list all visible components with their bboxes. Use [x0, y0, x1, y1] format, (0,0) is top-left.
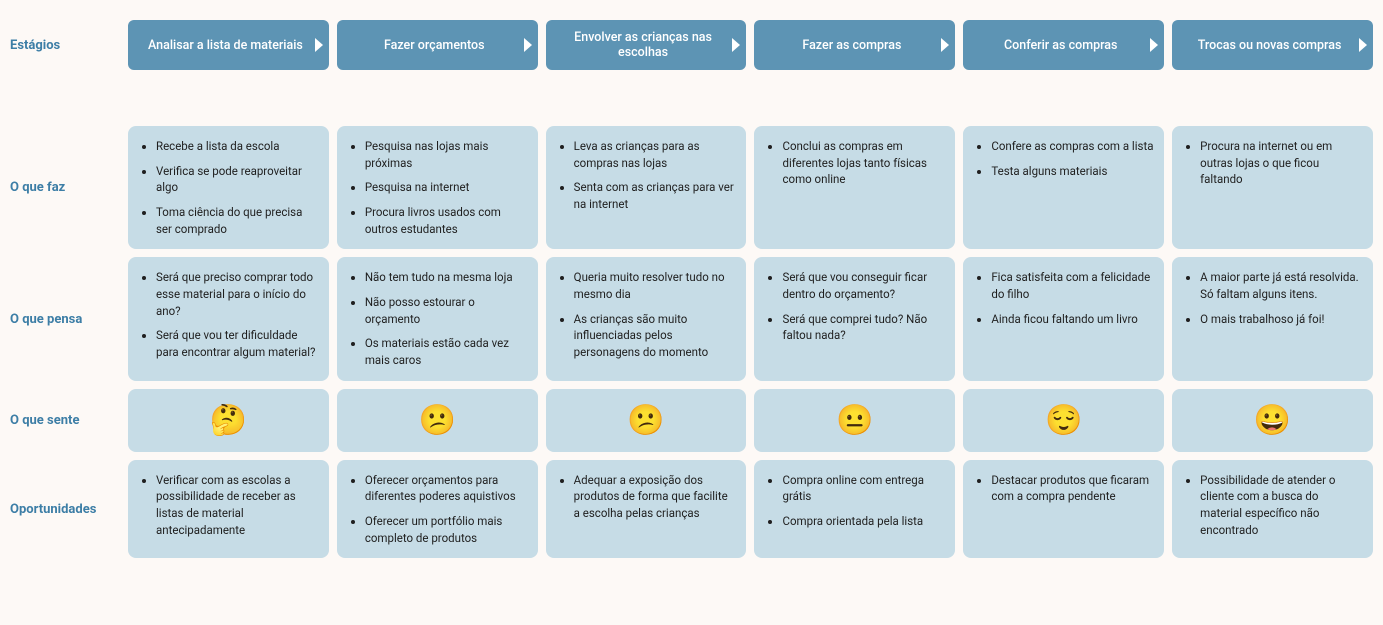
list-item: Conclui as compras em diferentes lojas t…	[782, 138, 945, 188]
stage-title: Trocas ou novas compras	[1198, 38, 1342, 53]
thinks-cell-4: Fica satisfeita com a felicidade do filh…	[963, 257, 1164, 380]
chevron-right-icon	[941, 38, 949, 52]
list-item: Destacar produtos que ficaram com a comp…	[991, 472, 1154, 505]
row-label-does: O que faz	[10, 126, 120, 249]
does-cell-4: Confere as compras com a lista Testa algu…	[963, 126, 1164, 249]
list-item: Testa alguns materiais	[991, 163, 1154, 180]
feels-cell-3: 😐	[754, 389, 955, 452]
opps-cell-2: Adequar a exposição dos produtos de form…	[546, 460, 747, 559]
list-item: Toma ciência do que precisa ser comprado	[156, 204, 319, 237]
does-cell-2: Leva as crianças para as compras nas loj…	[546, 126, 747, 249]
list-item: Confere as compras com a lista	[991, 138, 1154, 155]
list-item: Queria muito resolver tudo no mesmo dia	[574, 269, 737, 302]
does-cell-3: Conclui as compras em diferentes lojas t…	[754, 126, 955, 249]
stage-title: Fazer as compras	[802, 38, 901, 53]
list-item: Verificar com as escolas a possibilidade…	[156, 472, 319, 539]
chevron-right-icon	[1150, 38, 1158, 52]
stage-title: Conferir as compras	[1004, 38, 1117, 53]
opps-cell-4: Destacar produtos que ficaram com a comp…	[963, 460, 1164, 559]
list-item: Procura livros usados com outros estudan…	[365, 204, 528, 237]
journey-map: Estágios Analisar a lista de materiais F…	[10, 20, 1373, 558]
stage-header-2: Envolver as crianças nas escolhas	[546, 20, 747, 70]
thinks-cell-3: Será que vou conseguir ficar dentro do o…	[754, 257, 955, 380]
list-item: Os materiais estão cada vez mais caros	[365, 335, 528, 368]
thinks-cell-1: Não tem tudo na mesma loja Não posso esto…	[337, 257, 538, 380]
list-item: Compra orientada pela lista	[782, 513, 945, 530]
list-item: Pesquisa nas lojas mais próximas	[365, 138, 528, 171]
thinks-cell-5: A maior parte já está resolvida. Só falt…	[1172, 257, 1373, 380]
list-item: Pesquisa na internet	[365, 179, 528, 196]
list-item: Será que vou conseguir ficar dentro do o…	[782, 269, 945, 302]
list-item: Possibilidade de atender o cliente com a…	[1200, 472, 1363, 539]
list-item: Compra online com entrega grátis	[782, 472, 945, 505]
stage-header-1: Fazer orçamentos	[337, 20, 538, 70]
list-item: Leva as crianças para as compras nas loj…	[574, 138, 737, 171]
stage-header-4: Conferir as compras	[963, 20, 1164, 70]
stage-title: Analisar a lista de materiais	[148, 38, 303, 53]
does-cell-1: Pesquisa nas lojas mais próximas Pesquisa…	[337, 126, 538, 249]
stage-header-3: Fazer as compras	[754, 20, 955, 70]
list-item: O mais trabalhoso já foi!	[1200, 311, 1363, 328]
chevron-right-icon	[315, 38, 323, 52]
emoji-icon: 🤔	[210, 403, 247, 438]
feels-cell-2: 😕	[546, 389, 747, 452]
list-item: Senta com as crianças para ver na intern…	[574, 179, 737, 212]
does-cell-0: Recebe a lista da escola Verifica se pode…	[128, 126, 329, 249]
list-item: Não tem tudo na mesma loja	[365, 269, 528, 286]
list-item: Oferecer orçamentos para diferentes pode…	[365, 472, 528, 505]
opps-cell-1: Oferecer orçamentos para diferentes pode…	[337, 460, 538, 559]
list-item: Adequar a exposição dos produtos de form…	[574, 472, 737, 522]
list-item: Oferecer um portfólio mais completo de p…	[365, 513, 528, 546]
emoji-icon: 😀	[1254, 403, 1291, 438]
feels-cell-1: 😕	[337, 389, 538, 452]
chevron-right-icon	[1359, 38, 1367, 52]
feels-cell-5: 😀	[1172, 389, 1373, 452]
row-label-stages: Estágios	[10, 20, 120, 70]
list-item: Recebe a lista da escola	[156, 138, 319, 155]
feels-cell-0: 🤔	[128, 389, 329, 452]
list-item: Será que vou ter dificuldade para encont…	[156, 327, 319, 360]
stage-title: Fazer orçamentos	[384, 38, 485, 53]
list-item: Verifica se pode reaproveitar algo	[156, 163, 319, 196]
list-item: A maior parte já está resolvida. Só falt…	[1200, 269, 1363, 302]
stage-header-5: Trocas ou novas compras	[1172, 20, 1373, 70]
list-item: Será que preciso comprar todo esse mater…	[156, 269, 319, 319]
thinks-cell-0: Será que preciso comprar todo esse mater…	[128, 257, 329, 380]
row-label-thinks: O que pensa	[10, 257, 120, 380]
list-item: Não posso estourar o orçamento	[365, 294, 528, 327]
opps-cell-3: Compra online com entrega grátis Compra o…	[754, 460, 955, 559]
chevron-right-icon	[524, 38, 532, 52]
chevron-right-icon	[732, 38, 740, 52]
emoji-icon: 😕	[419, 403, 456, 438]
row-label-opps: Oportunidades	[10, 460, 120, 559]
emoji-icon: 😌	[1045, 403, 1082, 438]
list-item: Será que comprei tudo? Não faltou nada?	[782, 311, 945, 344]
row-label-feels: O que sente	[10, 389, 120, 452]
opps-cell-0: Verificar com as escolas a possibilidade…	[128, 460, 329, 559]
stage-header-0: Analisar a lista de materiais	[128, 20, 329, 70]
emoji-icon: 😐	[836, 403, 873, 438]
stage-title: Envolver as crianças nas escolhas	[556, 30, 731, 60]
list-item: Ainda ficou faltando um livro	[991, 311, 1154, 328]
list-item: As crianças são muito influenciadas pelo…	[574, 311, 737, 361]
emoji-icon: 😕	[627, 403, 664, 438]
opps-cell-5: Possibilidade de atender o cliente com a…	[1172, 460, 1373, 559]
list-item: Fica satisfeita com a felicidade do filh…	[991, 269, 1154, 302]
feels-cell-4: 😌	[963, 389, 1164, 452]
thinks-cell-2: Queria muito resolver tudo no mesmo dia A…	[546, 257, 747, 380]
list-item: Procura na internet ou em outras lojas o…	[1200, 138, 1363, 188]
does-cell-5: Procura na internet ou em outras lojas o…	[1172, 126, 1373, 249]
